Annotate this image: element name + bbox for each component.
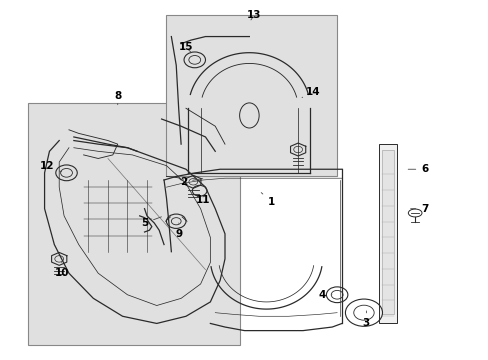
Text: 10: 10 [54,262,69,278]
Text: 6: 6 [407,164,427,174]
Text: 8: 8 [114,91,121,105]
Bar [378,144,396,323]
Text: 12: 12 [40,161,61,172]
Text: 13: 13 [246,10,261,20]
Text: 15: 15 [179,42,193,53]
Text: 1: 1 [261,193,274,207]
Bar [381,149,393,315]
Text: 4: 4 [318,290,331,300]
Text: 14: 14 [302,87,320,98]
Bar [166,15,336,176]
Text: 2: 2 [180,177,203,187]
Text: 7: 7 [410,204,427,214]
Bar [27,103,239,345]
Text: 5: 5 [141,217,161,228]
Text: 3: 3 [362,311,369,328]
Text: 11: 11 [195,195,210,205]
Text: 9: 9 [175,223,182,239]
